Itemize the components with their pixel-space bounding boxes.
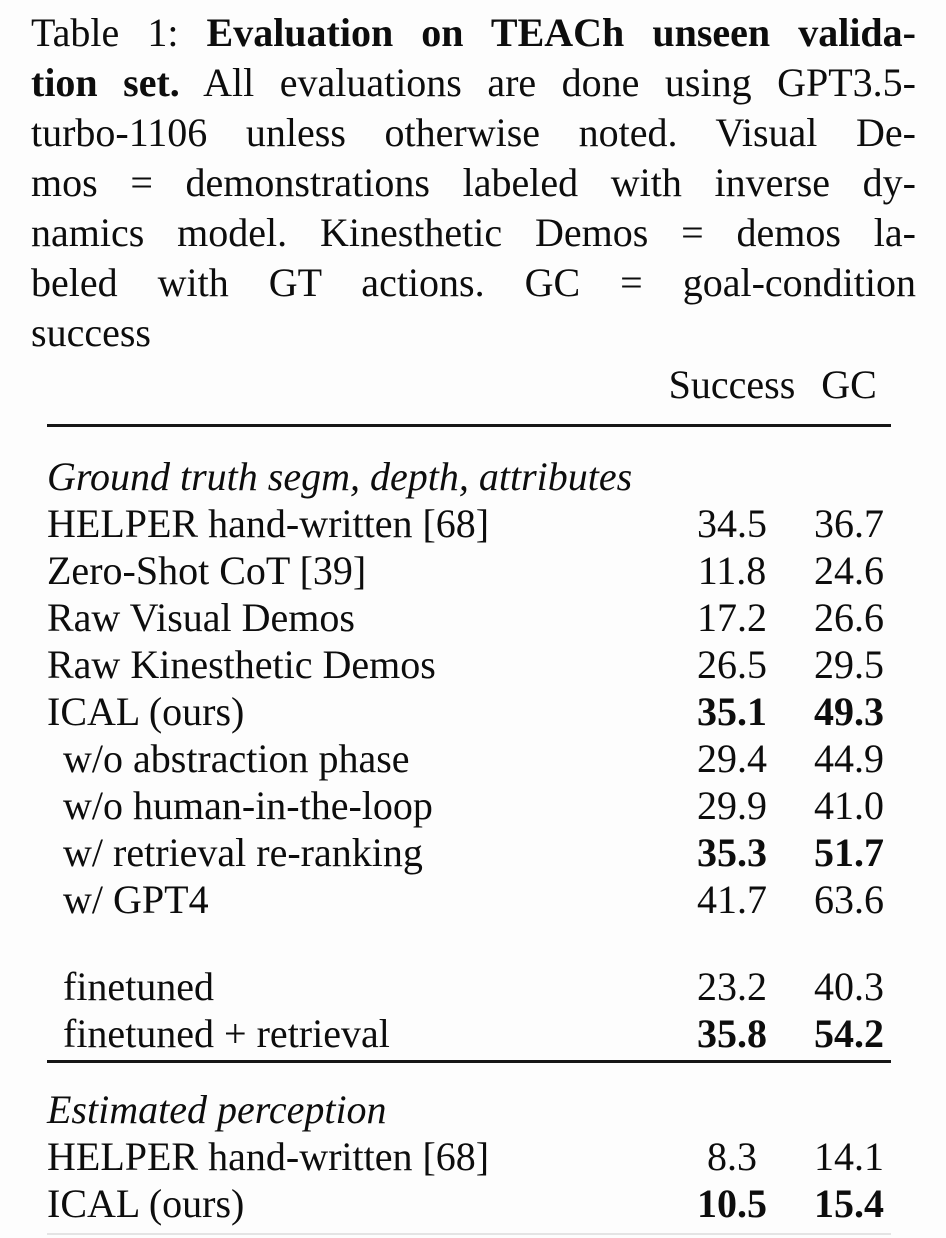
success-value: 35.3 [697,830,767,875]
row-label: Zero-Shot CoT [39] [47,548,367,593]
caption-line: Table 1: Evaluation on TEACh unseen vali… [31,8,916,58]
success-value: 41.7 [697,877,767,922]
gc-value: 40.3 [814,964,884,1009]
gc-value: 29.5 [814,642,884,687]
gc-value: 15.4 [814,1181,884,1226]
success-value: 34.5 [697,501,767,546]
success-value: 8.3 [707,1134,757,1179]
caption-text: namics model. Kinesthetic Demos = demos … [31,210,916,255]
row-label: finetuned + retrieval [63,1011,390,1056]
caption-text: All evaluations are done using GPT3.5- [179,60,916,105]
table-row: HELPER hand-written [68] 34.5 36.7 [47,500,891,547]
table-row: Raw Visual Demos 17.2 26.6 [47,594,891,641]
row-label: HELPER hand-written [68] [47,1134,490,1179]
success-value: 17.2 [697,595,767,640]
section-title: Ground truth segm, depth, attributes [47,454,633,499]
caption-text: success [31,310,151,355]
success-value: 11.8 [697,548,767,593]
table-row: w/ retrieval re-ranking 35.3 51.7 [47,829,891,876]
success-value: 35.8 [697,1011,767,1056]
gc-value: 14.1 [814,1134,884,1179]
row-label: w/ retrieval re-ranking [63,830,423,875]
header-col-gc: GC [821,362,877,407]
table-row: Zero-Shot CoT [39] 11.8 24.6 [47,547,891,594]
table-mid-rule [47,1060,891,1063]
row-label: Raw Visual Demos [47,595,355,640]
caption-line: success [31,308,916,358]
gc-value: 41.0 [814,783,884,828]
caption-text: turbo-1106 unless otherwise noted. Visua… [31,110,916,155]
table-row: w/o abstraction phase 29.4 44.9 [47,735,891,782]
row-label: HELPER hand-written [68] [47,501,490,546]
table-row: finetuned + retrieval 35.8 54.2 [47,1010,891,1057]
table-row-ical: ICAL (ours) 35.1 49.3 [47,688,891,735]
gc-value: 44.9 [814,736,884,781]
table-section-ground-truth: Ground truth segm, depth, attributes HEL… [47,427,891,1057]
caption-line: turbo-1106 unless otherwise noted. Visua… [31,108,916,158]
success-value: 10.5 [697,1181,767,1226]
caption-line: namics model. Kinesthetic Demos = demos … [31,208,916,258]
results-table: Success GC Ground truth segm, depth, att… [0,358,946,1235]
caption-line: beled with GT actions. GC = goal-conditi… [31,258,916,308]
section-header: Estimated perception [47,1086,891,1133]
header-col-success: Success [668,362,796,407]
gc-value: 54.2 [814,1011,884,1056]
row-label: ICAL (ours) [47,689,245,734]
success-value: 29.9 [697,783,767,828]
table-row: w/ GPT4 41.7 63.6 [47,876,891,923]
table-row: HELPER hand-written [68] 8.3 14.1 [47,1133,891,1180]
gc-value: 24.6 [814,548,884,593]
row-label: Raw Kinesthetic Demos [47,642,436,687]
row-label: w/ GPT4 [63,877,209,922]
table-row: w/o human-in-the-loop 29.9 41.0 [47,782,891,829]
success-value: 23.2 [697,964,767,1009]
gc-value: 36.7 [814,501,884,546]
caption-text: mos = demonstrations labeled with invers… [31,160,916,205]
row-label: finetuned [63,964,215,1009]
table-row: Raw Kinesthetic Demos 26.5 29.5 [47,641,891,688]
table-section-estimated: Estimated perception HELPER hand-written… [47,1063,891,1227]
success-value: 29.4 [697,736,767,781]
table-row: finetuned 23.2 40.3 [47,963,891,1010]
table-bottom-rule [47,1233,891,1235]
success-value: 26.5 [697,642,767,687]
table-top-rule [47,424,891,427]
section-header: Ground truth segm, depth, attributes [47,453,891,500]
caption-text: Table 1: [31,10,207,55]
table-caption: Table 1: Evaluation on TEACh unseen vali… [0,0,946,358]
gc-value: 49.3 [814,689,884,734]
caption-line: mos = demonstrations labeled with invers… [31,158,916,208]
caption-line: tion set. All evaluations are done using… [31,58,916,108]
success-value: 35.1 [697,689,767,734]
gc-value: 63.6 [814,877,884,922]
row-label: w/o abstraction phase [63,736,410,781]
caption-text-bold: tion set. [31,60,180,105]
gc-value: 51.7 [814,830,884,875]
row-gap [47,923,891,963]
section-title: Estimated perception [47,1087,387,1132]
table-header-row: Success GC [47,358,891,424]
table-row-ical: ICAL (ours) 10.5 15.4 [47,1180,891,1227]
caption-text: beled with GT actions. GC = goal-conditi… [31,260,916,305]
row-label: ICAL (ours) [47,1181,245,1226]
row-label: w/o human-in-the-loop [63,783,433,828]
caption-text-bold: Evaluation on TEACh unseen valida- [206,10,916,55]
gc-value: 26.6 [814,595,884,640]
